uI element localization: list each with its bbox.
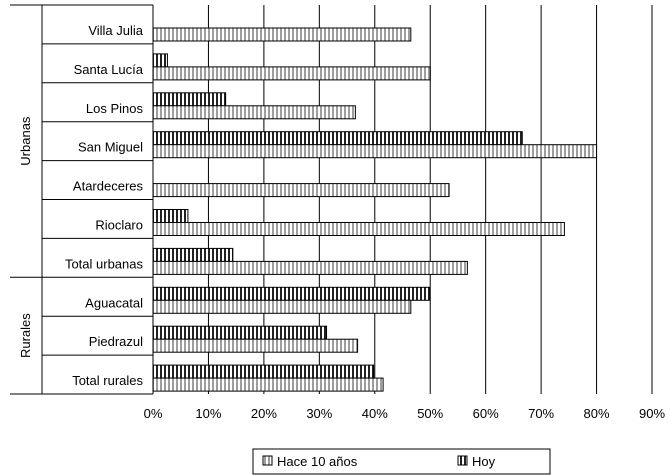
x-tick-label: 40% bbox=[362, 406, 388, 421]
bar-hoy-santa-lucia bbox=[152, 53, 168, 68]
legend-box bbox=[252, 448, 551, 475]
axes bbox=[10, 4, 154, 395]
bar-hoy-piedrazul bbox=[152, 325, 328, 340]
bar-hoy-san-miguel bbox=[152, 131, 523, 146]
legend: Hace 10 años Hoy bbox=[252, 448, 551, 475]
bar-hoy-aguacatal bbox=[152, 286, 431, 301]
legend-swatch-hoy bbox=[457, 455, 468, 466]
bar-hace-10-anos-atardeceres bbox=[152, 183, 450, 198]
x-tick-label: 0% bbox=[144, 406, 163, 421]
bar-hace-10-anos-rioclaro bbox=[152, 222, 565, 236]
group-labels: Urbanas Rurales bbox=[18, 116, 33, 358]
category-label-santa-lucia: Santa Lucía bbox=[74, 62, 144, 77]
x-tick-label: 90% bbox=[639, 406, 665, 421]
group-label-rurales: Rurales bbox=[18, 313, 33, 358]
bar-hoy-rioclaro bbox=[152, 209, 189, 223]
bar-hoy-los-pinos bbox=[152, 92, 227, 107]
category-label-villa-julia: Villa Julia bbox=[88, 23, 143, 38]
bar-hace-10-anos-los-pinos bbox=[152, 105, 356, 120]
category-label-rioclaro: Rioclaro bbox=[95, 218, 143, 233]
x-tick-label: 80% bbox=[584, 406, 610, 421]
category-label-aguacatal: Aguacatal bbox=[85, 295, 143, 310]
bar-hace-10-anos-santa-lucia bbox=[152, 66, 431, 81]
bar-hace-10-anos-total-rurales bbox=[152, 377, 384, 392]
legend-label-hace-10-anos: Hace 10 años bbox=[277, 454, 358, 469]
bar-hoy-total-rurales bbox=[152, 364, 375, 379]
x-tick-label: 60% bbox=[473, 406, 499, 421]
bar-hace-10-anos-san-miguel bbox=[152, 144, 598, 159]
x-tick-label: 50% bbox=[417, 406, 443, 421]
x-tick-label: 70% bbox=[528, 406, 554, 421]
bar-hace-10-anos-total-urbanas bbox=[152, 260, 468, 275]
bar-hoy-total-urbanas bbox=[152, 247, 234, 262]
category-labels: Villa Julia Santa Lucía Los Pinos San Migue… bbox=[65, 23, 144, 388]
category-label-los-pinos: Los Pinos bbox=[86, 101, 144, 116]
legend-label-hoy: Hoy bbox=[472, 454, 496, 469]
legend-swatch-hace-10-anos bbox=[262, 455, 273, 466]
x-tick-label: 10% bbox=[195, 406, 221, 421]
category-label-atardeceres: Atardeceres bbox=[73, 179, 144, 194]
bar-hace-10-anos-piedrazul bbox=[152, 338, 359, 353]
category-label-san-miguel: San Miguel bbox=[78, 140, 143, 155]
category-label-piedrazul: Piedrazul bbox=[89, 334, 143, 349]
bar-hace-10-anos-aguacatal bbox=[152, 299, 412, 314]
bar-hace-10-anos-villa-julia bbox=[152, 27, 412, 42]
x-tick-label: 30% bbox=[306, 406, 332, 421]
x-tick-labels: 0% 10% 20% 30% 40% 50% 60% 70% 80% 90% bbox=[144, 406, 666, 421]
category-label-total-rurales: Total rurales bbox=[72, 373, 143, 388]
category-label-total-urbanas: Total urbanas bbox=[65, 256, 144, 271]
group-label-urbanas: Urbanas bbox=[18, 116, 33, 166]
x-tick-label: 20% bbox=[251, 406, 277, 421]
